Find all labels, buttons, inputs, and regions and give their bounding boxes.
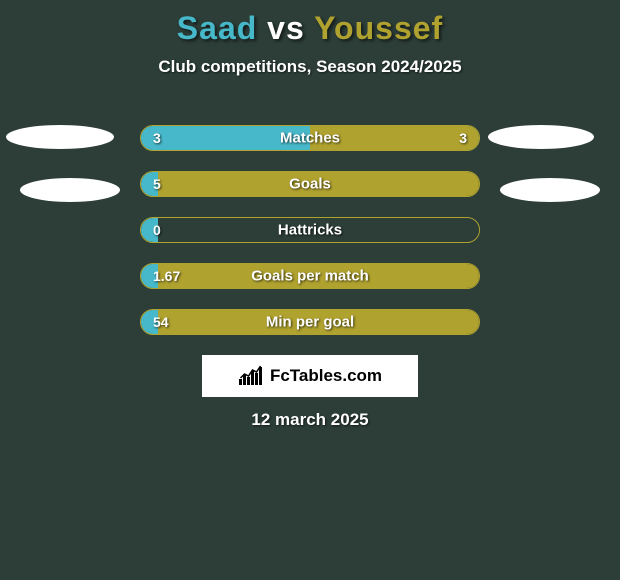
stat-row: Goals per match 1.67: [140, 263, 480, 289]
stat-label: Min per goal: [266, 314, 354, 331]
stat-row: Min per goal 54: [140, 309, 480, 335]
stats-container: Matches 3 3 Goals 5 Hattricks 0 Goals per match…: [140, 125, 480, 355]
logo-chart-icon: [238, 365, 264, 387]
stat-label: Matches: [280, 130, 340, 147]
stat-value-left: 54: [153, 314, 169, 330]
stat-row: Matches 3 3: [140, 125, 480, 151]
stat-value-left: 3: [153, 130, 161, 146]
stat-label: Goals: [289, 176, 331, 193]
logo-box: FcTables.com: [202, 355, 418, 397]
decor-ellipse-left-1: [6, 125, 114, 149]
stat-value-left: 1.67: [153, 268, 180, 284]
decor-ellipse-left-2: [20, 178, 120, 202]
player2-name: Youssef: [314, 10, 443, 46]
subtitle: Club competitions, Season 2024/2025: [0, 57, 620, 77]
logo-text: FcTables.com: [270, 366, 382, 386]
comparison-infographic: Saad vs Youssef Club competitions, Seaso…: [0, 0, 620, 580]
stat-row: Hattricks 0: [140, 217, 480, 243]
vs-text: vs: [267, 10, 305, 46]
page-title: Saad vs Youssef: [0, 0, 620, 47]
decor-ellipse-right-1: [488, 125, 594, 149]
player1-name: Saad: [177, 10, 257, 46]
stat-value-right: 3: [459, 130, 467, 146]
stat-row: Goals 5: [140, 171, 480, 197]
decor-ellipse-right-2: [500, 178, 600, 202]
stat-value-left: 5: [153, 176, 161, 192]
stat-label: Goals per match: [251, 268, 369, 285]
stat-value-left: 0: [153, 222, 161, 238]
stat-label: Hattricks: [278, 222, 342, 239]
date-label: 12 march 2025: [251, 410, 368, 430]
